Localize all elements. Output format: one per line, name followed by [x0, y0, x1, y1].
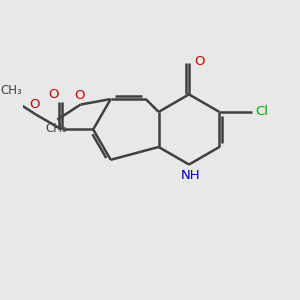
- Text: O: O: [29, 98, 40, 111]
- Text: O: O: [74, 89, 85, 102]
- Text: NH: NH: [181, 169, 200, 182]
- Text: O: O: [194, 55, 204, 68]
- Text: O: O: [48, 88, 58, 101]
- Text: CH₃: CH₃: [45, 122, 67, 135]
- Text: Cl: Cl: [256, 105, 268, 119]
- Text: CH₃: CH₃: [0, 84, 22, 97]
